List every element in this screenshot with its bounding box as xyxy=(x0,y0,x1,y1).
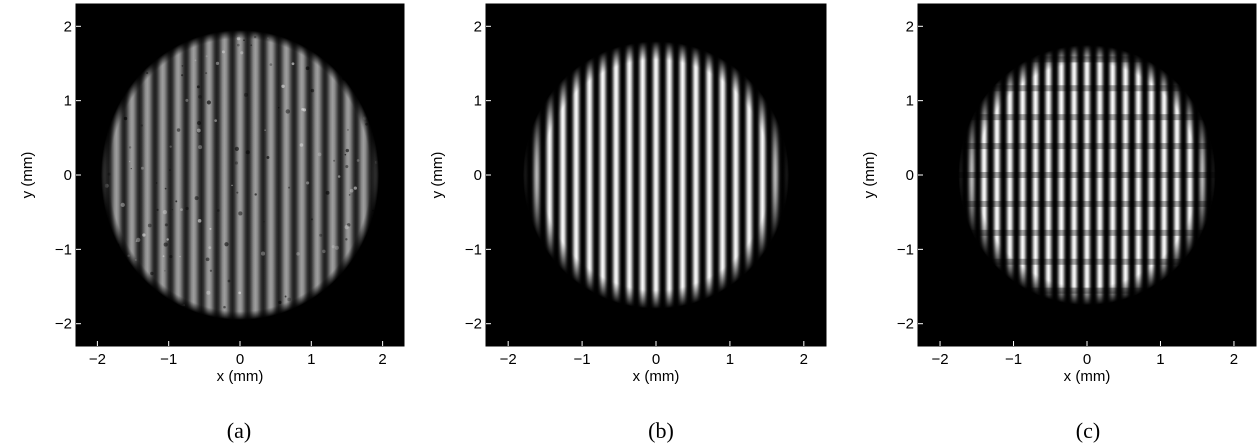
caption-a: (a) xyxy=(226,418,252,443)
y-tick-label: 1 xyxy=(474,93,482,110)
y-tick-label: −1 xyxy=(55,241,72,258)
caption-c: (c) xyxy=(1075,418,1101,443)
y-tick-label: −1 xyxy=(465,241,482,258)
panel-a: −2 −1 0 1 2 2 1 0 −1 −2 x (mm) y (mm) (a) xyxy=(0,0,420,448)
y-axis-label: y (mm) xyxy=(19,152,36,199)
x-tick-label: 0 xyxy=(236,351,244,368)
x-tick-label: −2 xyxy=(931,351,948,368)
y-axis-label: y (mm) xyxy=(861,152,878,199)
x-tick-label: 0 xyxy=(652,351,660,368)
x-tick-label: 2 xyxy=(1230,351,1238,368)
x-tick-label: 1 xyxy=(726,351,734,368)
panel-b: −2 −1 0 1 2 2 1 0 −1 −2 x (mm) y (mm) (b) xyxy=(420,0,840,448)
panel-c: −2 −1 0 1 2 2 1 0 −1 −2 x (mm) y (mm) (c) xyxy=(839,0,1259,448)
y-tick-label: 0 xyxy=(906,167,914,184)
y-tick-label: −1 xyxy=(897,241,914,258)
fringe-image-a xyxy=(100,30,380,320)
y-tick-label: −2 xyxy=(55,316,72,333)
x-tick-label: −1 xyxy=(1005,351,1022,368)
y-tick-label: 0 xyxy=(474,167,482,184)
x-tick-label: 0 xyxy=(1083,351,1091,368)
y-tick-label: 2 xyxy=(474,18,482,35)
x-tick-label: 2 xyxy=(800,351,808,368)
x-tick-label: 2 xyxy=(378,351,386,368)
plot-c: −2 −1 0 1 2 2 1 0 −1 −2 x (mm) y (mm) xyxy=(861,3,1257,385)
y-axis-label: y (mm) xyxy=(429,152,446,199)
y-tick-label: −2 xyxy=(465,316,482,333)
y-tick-label: 2 xyxy=(906,18,914,35)
y-tick-label: −2 xyxy=(897,316,914,333)
plot-b: −2 −1 0 1 2 2 1 0 −1 −2 x (mm) y (mm) xyxy=(429,3,827,385)
x-tick-label: 1 xyxy=(1156,351,1164,368)
y-tick-label: 1 xyxy=(64,93,72,110)
y-tick-label: 0 xyxy=(64,167,72,184)
x-axis-label: x (mm) xyxy=(217,368,264,385)
x-tick-label: −2 xyxy=(500,351,517,368)
x-tick-label: −1 xyxy=(574,351,591,368)
x-axis-label: x (mm) xyxy=(633,368,680,385)
x-axis-label: x (mm) xyxy=(1064,368,1111,385)
plot-a: −2 −1 0 1 2 2 1 0 −1 −2 x (mm) y (mm) xyxy=(19,3,405,385)
x-tick-label: 1 xyxy=(307,351,315,368)
x-tick-label: −1 xyxy=(160,351,177,368)
caption-b: (b) xyxy=(648,418,674,443)
fringe-image-b xyxy=(522,41,790,309)
y-tick-label: 2 xyxy=(64,18,72,35)
fringe-image-c xyxy=(958,44,1216,306)
x-tick-label: −2 xyxy=(89,351,106,368)
y-tick-label: 1 xyxy=(906,93,914,110)
